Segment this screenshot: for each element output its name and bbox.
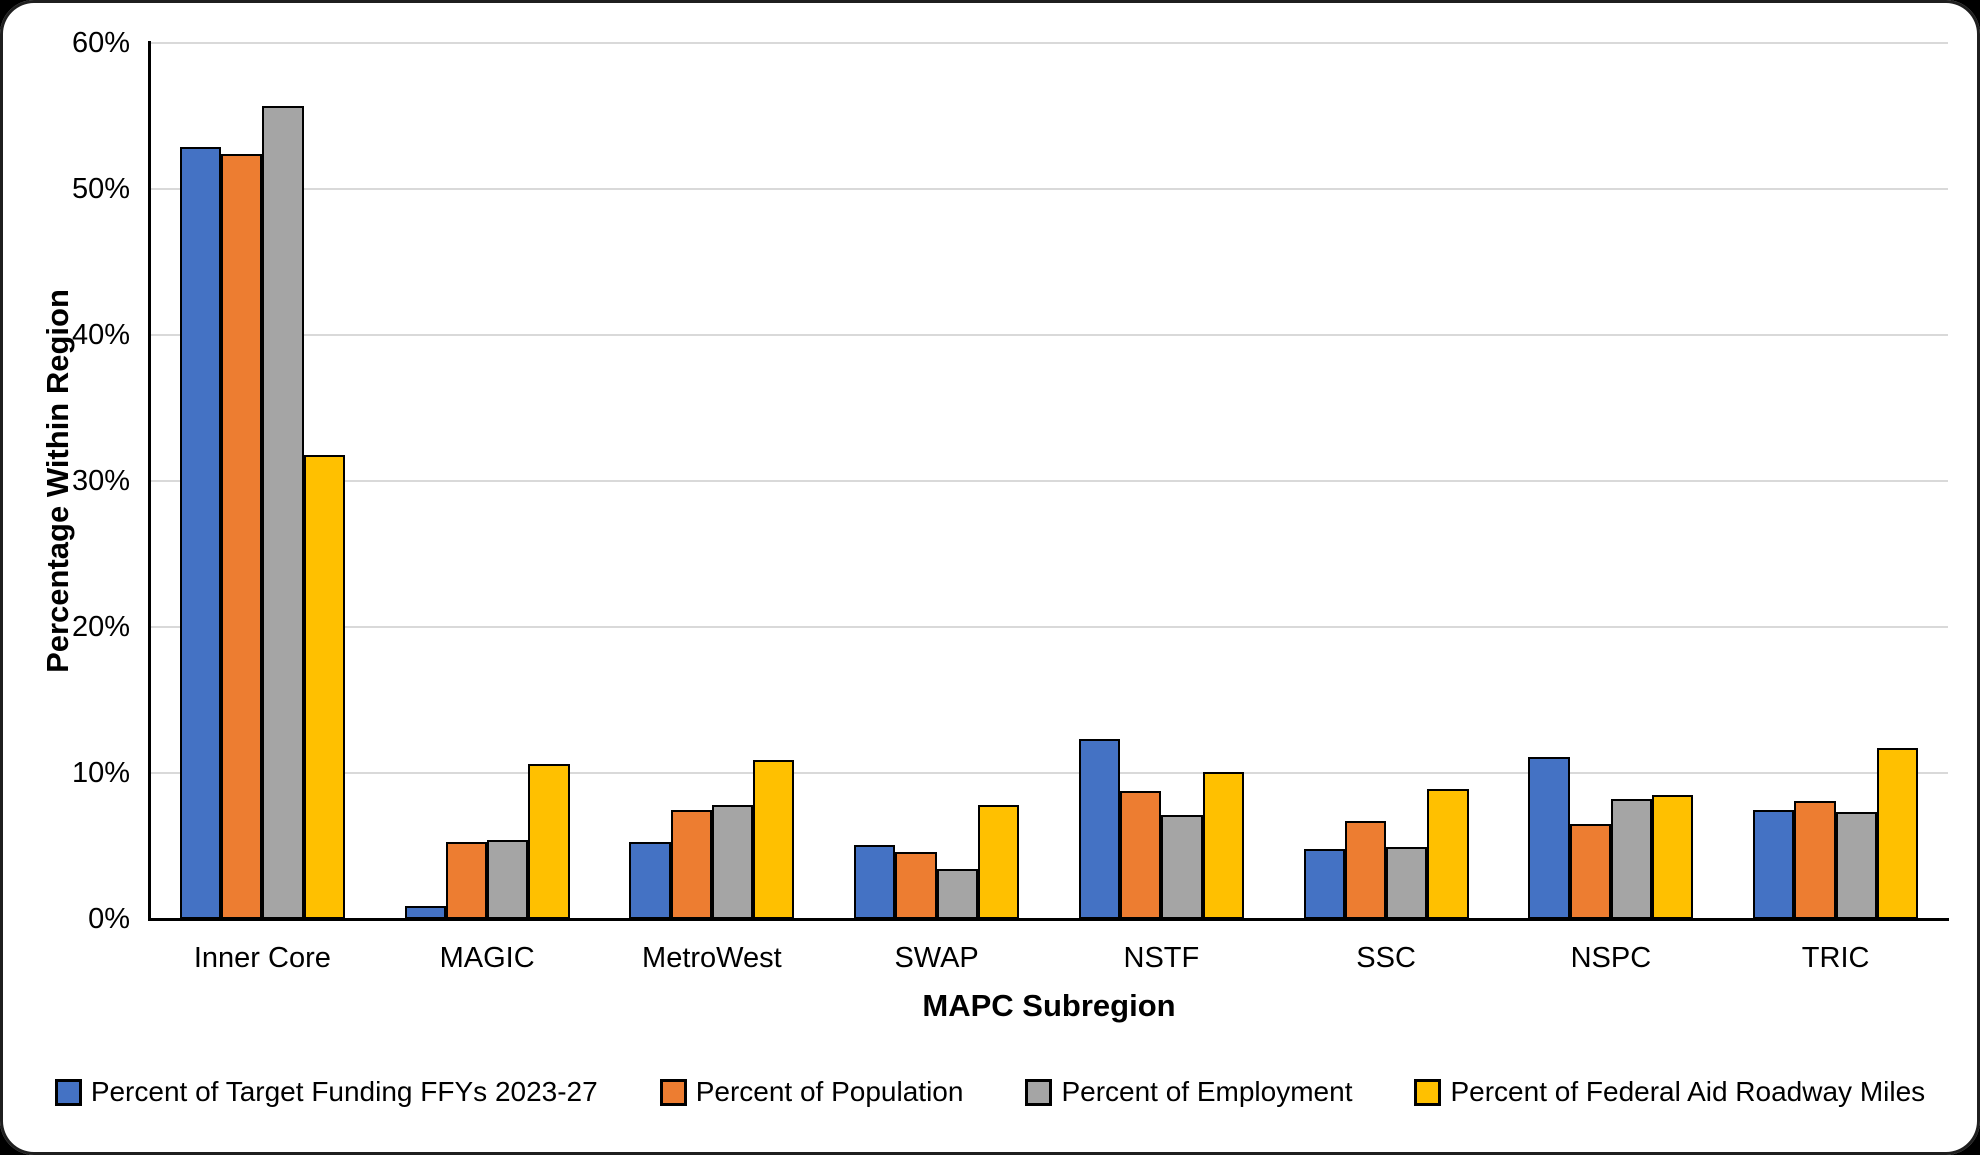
bar bbox=[445, 841, 488, 919]
bar bbox=[1303, 848, 1345, 919]
bar bbox=[404, 905, 446, 919]
bar bbox=[1835, 812, 1877, 919]
legend-swatch bbox=[1025, 1078, 1053, 1106]
bar bbox=[1569, 824, 1611, 919]
bar bbox=[1427, 789, 1469, 919]
category-label: TRIC bbox=[1801, 942, 1870, 974]
legend-label: Percent of Federal Aid Roadway Miles bbox=[1450, 1076, 1926, 1107]
category-label: SSC bbox=[1356, 942, 1416, 974]
bar bbox=[1652, 794, 1694, 919]
bar bbox=[629, 841, 671, 919]
legend-label: Percent of Employment bbox=[1061, 1076, 1353, 1107]
bar bbox=[936, 869, 978, 919]
y-tick-label: 10% bbox=[71, 757, 130, 789]
bar bbox=[487, 840, 529, 919]
bar bbox=[1120, 790, 1162, 919]
legend-swatch bbox=[1414, 1078, 1442, 1106]
category-label: NSPC bbox=[1570, 942, 1652, 974]
legend-swatch bbox=[659, 1078, 687, 1106]
legend-swatch bbox=[54, 1078, 82, 1106]
bar bbox=[1344, 821, 1387, 919]
bar bbox=[179, 146, 222, 919]
legend-item: Percent of Population bbox=[659, 1076, 964, 1108]
gridline bbox=[150, 626, 1948, 628]
bar bbox=[977, 805, 1020, 919]
bar bbox=[262, 105, 304, 919]
bar bbox=[1386, 847, 1428, 919]
y-tick-label: 20% bbox=[71, 611, 130, 643]
bar bbox=[303, 454, 345, 919]
bar bbox=[1876, 748, 1919, 919]
bar bbox=[753, 759, 795, 919]
gridline bbox=[150, 42, 1948, 44]
y-tick-label: 0% bbox=[88, 903, 130, 935]
y-tick-label: 30% bbox=[71, 465, 130, 497]
legend-label: Percent of Target Funding FFYs 2023-27 bbox=[90, 1076, 598, 1107]
bar bbox=[1202, 771, 1244, 919]
legend-item: Percent of Target Funding FFYs 2023-27 bbox=[54, 1076, 598, 1108]
category-label: MAGIC bbox=[439, 942, 535, 974]
gridline bbox=[150, 772, 1948, 774]
gridline bbox=[150, 480, 1948, 482]
category-label: Inner Core bbox=[193, 942, 331, 974]
x-axis-line bbox=[148, 918, 1949, 921]
y-tick-label: 40% bbox=[71, 319, 130, 351]
bar bbox=[895, 851, 937, 919]
bar bbox=[528, 764, 570, 919]
bar bbox=[1794, 800, 1836, 919]
bar bbox=[1753, 809, 1795, 919]
bar bbox=[1161, 815, 1203, 919]
bar bbox=[1078, 739, 1121, 919]
bar bbox=[711, 805, 754, 919]
bar bbox=[1610, 799, 1653, 919]
bar bbox=[221, 153, 263, 919]
gridline bbox=[150, 334, 1948, 336]
bar bbox=[854, 844, 896, 919]
y-tick-label: 60% bbox=[71, 27, 130, 59]
category-label: SWAP bbox=[894, 942, 979, 974]
bar bbox=[670, 809, 712, 919]
legend-item: Percent of Federal Aid Roadway Miles bbox=[1414, 1076, 1925, 1108]
legend-item: Percent of Employment bbox=[1025, 1076, 1352, 1108]
y-axis-line bbox=[148, 41, 151, 921]
y-tick-label: 50% bbox=[71, 173, 130, 205]
gridline bbox=[150, 188, 1948, 190]
category-label: NSTF bbox=[1123, 942, 1200, 974]
legend-label: Percent of Population bbox=[695, 1076, 964, 1107]
category-label: MetroWest bbox=[642, 942, 782, 974]
legend: Percent of Target Funding FFYs 2023-27 Pe… bbox=[0, 1068, 1980, 1116]
x-axis-title: MAPC Subregion bbox=[922, 988, 1176, 1023]
bar bbox=[1528, 756, 1570, 919]
